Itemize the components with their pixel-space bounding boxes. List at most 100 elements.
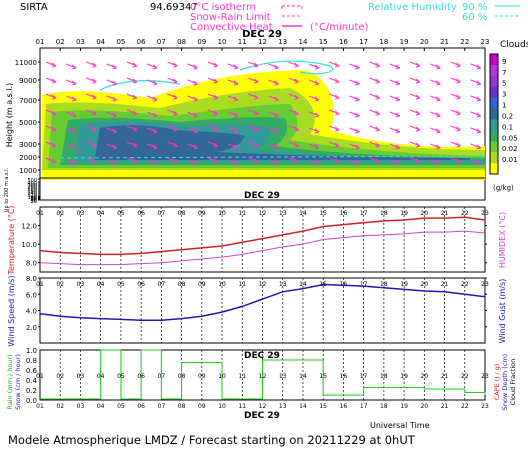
colorbar-swatch	[490, 119, 498, 131]
precip-x-tick-label: 07	[158, 403, 166, 410]
wind-x-tick-label: 10	[218, 281, 226, 288]
cloud-ylabel: Height (m a.s.l.)	[5, 83, 14, 148]
wind-arrow	[187, 127, 198, 134]
rh-legend-title: Relative Humidity	[368, 2, 457, 13]
temp-x-tick-label: 09	[198, 210, 206, 217]
wind-arrow	[248, 77, 259, 84]
precip-x-tick-label: 09	[198, 403, 206, 410]
rh-contour-60	[59, 155, 486, 159]
cloud-layer-5	[95, 125, 470, 160]
wind-x-tick-label: 01	[36, 281, 44, 288]
wind-arrow	[349, 111, 360, 118]
wind-arrow	[470, 79, 482, 86]
cloud-y-tick-label: 2000	[19, 154, 37, 162]
cloud-ylabel-lower: Up to 200 m a.s.l.	[4, 167, 10, 212]
wind-arrow	[45, 157, 57, 164]
precip-x-tick-label-inner: 08	[178, 373, 186, 380]
wind-arrow	[308, 63, 320, 70]
wind-arrow	[430, 63, 441, 70]
wind-arrow	[86, 157, 97, 164]
temp-y-tick-label: 10.0	[21, 241, 37, 249]
colorbar-swatch	[490, 152, 498, 164]
precip-x-tick-label: 20	[420, 403, 428, 410]
temp-x-tick-label: 03	[77, 210, 85, 217]
wind-arrow	[227, 159, 239, 166]
precip-y-tick-label: 0.6	[26, 367, 38, 375]
wind-arrow	[409, 109, 421, 116]
wind-x-tick-label: 19	[400, 281, 408, 288]
cloud-y-tick-label: 500	[27, 178, 37, 184]
precip-x-tick-label-inner: 20	[420, 373, 428, 380]
cloud-y-tick-label: 400	[27, 181, 37, 187]
colorbar-unit: (g/kg)	[493, 184, 514, 192]
precip-x-tick-label: 15	[319, 403, 327, 410]
wind-arrow	[349, 63, 360, 70]
cloud-x-tick-label: 18	[379, 38, 388, 46]
wind-arrow	[369, 93, 380, 100]
wind-arrow	[389, 79, 401, 86]
wind-arrow	[430, 159, 441, 166]
wind-arrow	[207, 125, 219, 132]
wind-arrow	[146, 79, 158, 86]
wind-x-tick-label: 02	[56, 281, 64, 288]
wind-x-tick-label: 07	[158, 281, 166, 288]
cloud-x-tick-label: 21	[440, 38, 449, 46]
wind-x-tick-label: 03	[77, 281, 85, 288]
temp-ylabel: Temperature (°C)	[7, 205, 16, 275]
wind-arrow	[450, 61, 461, 68]
wind-arrow	[389, 63, 401, 70]
wind-arrow	[288, 93, 300, 100]
wind-arrow	[207, 109, 219, 116]
wind-x-tick-label: 18	[380, 281, 388, 288]
precip-x-tick-label-inner: 12	[259, 373, 267, 380]
wind-arrow	[328, 157, 340, 164]
wind-arrow	[45, 125, 57, 132]
wind-arrow	[207, 61, 219, 68]
wind-arrow	[470, 63, 482, 70]
wind-arrow	[409, 157, 421, 164]
precip-x-tick-label-inner: 18	[380, 373, 388, 380]
colorbar-swatch	[490, 108, 498, 120]
wind-arrow	[268, 79, 279, 86]
wind-arrow	[167, 109, 178, 116]
temp-x-tick-label: 15	[319, 210, 327, 217]
temp-x-tick-label: 20	[420, 210, 428, 217]
wind-arrow	[106, 143, 117, 150]
wind-x-tick-label: 17	[360, 281, 368, 288]
colorbar-tick-label: 0.02	[502, 145, 518, 153]
wind-arrow	[389, 111, 401, 118]
wind-arrow	[349, 127, 360, 134]
precip-x-tick-label-inner: 03	[77, 373, 85, 380]
wind-arrow	[86, 141, 97, 148]
wind-x-tick-label: 22	[461, 281, 469, 288]
wind-arrow	[126, 125, 138, 132]
cloud-y-tick-label: 120	[27, 193, 37, 199]
wind-arrow	[146, 111, 158, 118]
wind-x-tick-label: 20	[420, 281, 428, 288]
cloud-y-tick-label: 3000	[19, 141, 37, 149]
colorbar-swatch	[490, 97, 498, 110]
wind-arrow	[430, 143, 441, 150]
wind-arrow	[349, 79, 360, 86]
wind-arrow	[106, 79, 117, 86]
rain-ylabel: Rain (mm / hour)	[6, 354, 14, 409]
wind-arrow	[66, 111, 77, 118]
wind-arrow	[369, 109, 380, 116]
wind-x-tick-label: 14	[299, 281, 307, 288]
wind-y-tick-label: 4.0	[26, 308, 37, 316]
wind-arrow	[227, 95, 239, 102]
precip-x-tick-label-inner: 17	[360, 373, 368, 380]
wind-arrow	[308, 143, 320, 150]
temp-x-tick-label: 04	[97, 210, 105, 217]
temp-x-tick-label: 17	[360, 210, 368, 217]
precip-x-tick-label-inner: 01	[36, 373, 44, 380]
wind-arrow	[409, 141, 421, 148]
wind-arrow	[328, 61, 340, 68]
wind-arrow	[167, 141, 178, 148]
cloud-x-tick-label: 23	[481, 38, 490, 46]
cloud-x-tick-label: 03	[76, 38, 85, 46]
cloud-y-tick-label: 160	[27, 189, 37, 195]
wind-arrow	[430, 127, 441, 134]
wind-arrow	[268, 111, 279, 118]
